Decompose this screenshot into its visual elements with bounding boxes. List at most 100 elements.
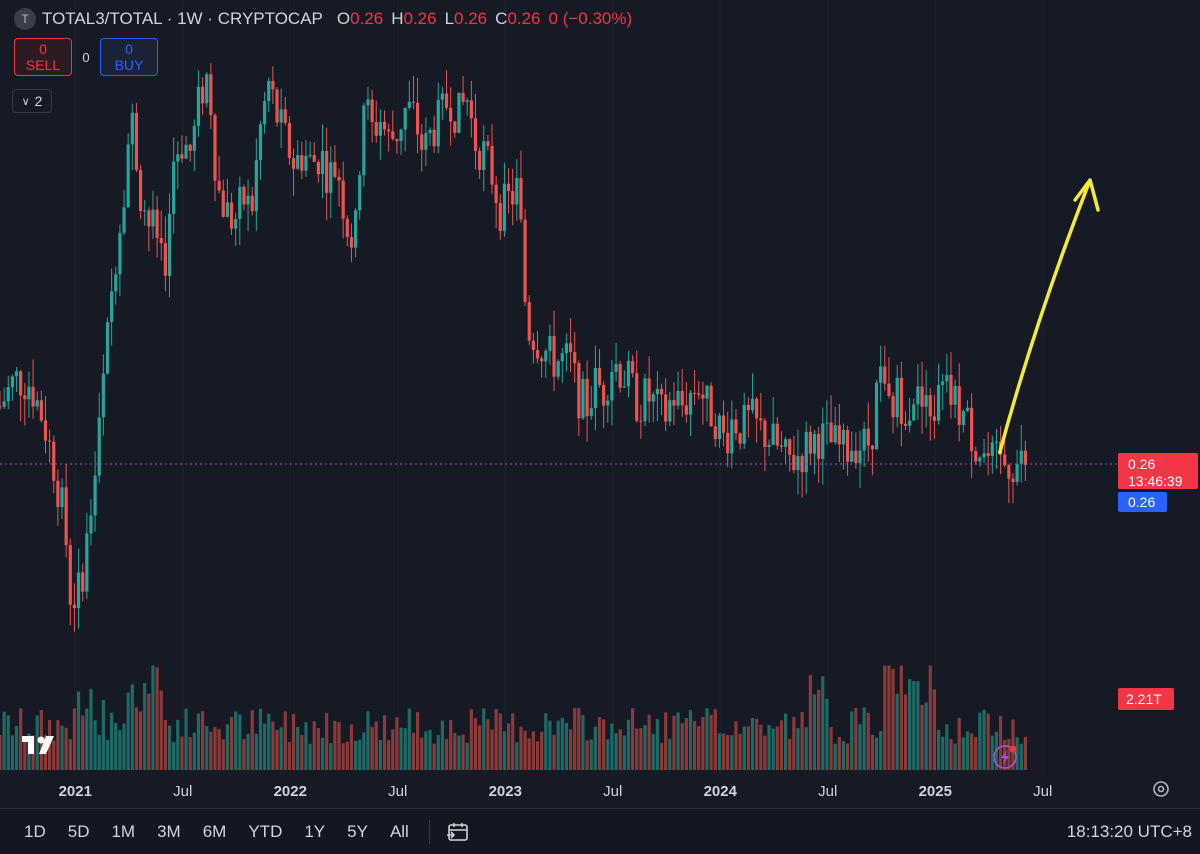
candle-body <box>804 431 808 473</box>
sell-button[interactable]: 0 SELL <box>14 38 72 76</box>
volume-bar <box>560 717 564 770</box>
candle-body <box>664 394 668 422</box>
range-3m[interactable]: 3M <box>157 821 181 841</box>
candle-body <box>945 374 949 382</box>
price-chart[interactable]: 2021 Jul 2022 Jul 2023 Jul 2024 Jul 2025 Jul 0.26… <box>0 0 1200 808</box>
candle-body <box>258 124 263 161</box>
high-key: H <box>391 9 404 28</box>
candle-body <box>316 161 320 175</box>
volume-bar <box>573 708 577 770</box>
range-1d[interactable]: 1D <box>24 821 46 841</box>
candle-body <box>721 415 726 433</box>
time-axis: 2021 Jul 2022 Jul 2023 Jul 2024 Jul 2025 Jul <box>59 783 1053 800</box>
candle-body <box>912 404 916 421</box>
volume-bar <box>635 728 639 770</box>
volume-bar <box>759 724 763 770</box>
volume-bar <box>229 717 234 770</box>
time-axis-label: 2021 <box>59 783 92 800</box>
candle-body <box>1007 465 1011 479</box>
volume-bar <box>279 727 283 770</box>
candle-body <box>52 441 56 481</box>
range-1m[interactable]: 1M <box>111 821 136 841</box>
candle-body <box>39 400 43 421</box>
candle-body <box>64 487 68 546</box>
volume-bar <box>316 728 320 770</box>
candle-body <box>825 422 829 424</box>
candle-body <box>267 80 271 102</box>
volume-bar <box>258 708 263 770</box>
volume-bar <box>779 720 784 770</box>
candle-body <box>850 450 854 462</box>
volume-bar <box>126 692 130 770</box>
range-5y[interactable]: 5Y <box>347 821 368 841</box>
candle-body <box>242 186 246 205</box>
candle-body <box>238 186 242 220</box>
symbol-title[interactable]: TOTAL3/TOTAL · 1W · CRYPTOCAP <box>42 9 323 28</box>
volume-bar <box>341 743 345 770</box>
candle-body <box>527 301 531 341</box>
volume-bar <box>556 720 560 770</box>
volume-bar <box>800 711 804 770</box>
volume-bar <box>680 723 684 770</box>
volume-bar <box>986 713 990 770</box>
range-all[interactable]: All <box>389 821 409 841</box>
open-key: O <box>336 9 351 28</box>
candle-body <box>978 457 982 462</box>
volume-bar <box>602 719 606 770</box>
candle-body <box>56 480 60 507</box>
lightning-icon[interactable] <box>993 745 1017 769</box>
candle-body <box>147 210 151 227</box>
candle-body <box>866 428 870 446</box>
gear-icon[interactable] <box>1153 781 1169 797</box>
candle-body <box>209 74 213 115</box>
candle-body <box>506 183 511 192</box>
volume-bar <box>436 735 440 770</box>
candle-body <box>436 99 440 147</box>
volume-bar <box>473 718 478 770</box>
volume-bar <box>353 740 358 770</box>
volume-bar <box>684 718 688 770</box>
candle-body <box>519 178 523 220</box>
range-6m[interactable]: 6M <box>202 821 227 841</box>
volume-bar <box>870 734 875 770</box>
indicators-toggle[interactable]: ∨ 2 <box>12 89 52 113</box>
candle-body <box>134 112 139 170</box>
volume-bar <box>97 734 101 770</box>
volume-bar <box>593 726 597 770</box>
candle-body <box>23 395 27 400</box>
tradingview-logo[interactable] <box>22 736 54 754</box>
candle-body <box>93 475 97 516</box>
volume-bar <box>134 707 139 770</box>
volume-bar <box>891 668 895 770</box>
candle-body <box>693 392 697 394</box>
candle-body <box>800 456 804 473</box>
candle-body <box>469 100 473 119</box>
volume-bar <box>982 709 986 770</box>
last-price-value: 0.26 <box>1128 456 1155 472</box>
candle-body <box>444 93 449 108</box>
calendar-icon[interactable] <box>444 819 472 845</box>
candle-body <box>730 419 734 454</box>
toolbar-divider <box>428 819 430 844</box>
volume-bar <box>693 721 697 770</box>
range-5d[interactable]: 5D <box>67 821 90 841</box>
volume-bar <box>138 711 143 770</box>
candle-body <box>172 161 176 214</box>
volume-bar <box>998 715 1003 770</box>
volume-bar <box>122 723 126 770</box>
candle-body <box>916 386 920 405</box>
candle-body <box>965 407 970 412</box>
volume-bar <box>482 708 486 770</box>
buy-button[interactable]: 0 BUY <box>100 38 158 76</box>
volume-bar <box>10 735 15 770</box>
volume-bar <box>200 711 205 770</box>
candle-body <box>254 160 258 212</box>
volume-bar <box>1011 719 1015 770</box>
candle-body <box>76 572 81 609</box>
range-ytd[interactable]: YTD <box>248 821 283 841</box>
range-1y[interactable]: 1Y <box>304 821 326 841</box>
candle-body <box>72 604 77 609</box>
candle-body <box>1011 478 1015 483</box>
candle-body <box>874 382 879 450</box>
utc-clock[interactable]: 18:13:20 UTC+8 <box>1066 821 1192 841</box>
